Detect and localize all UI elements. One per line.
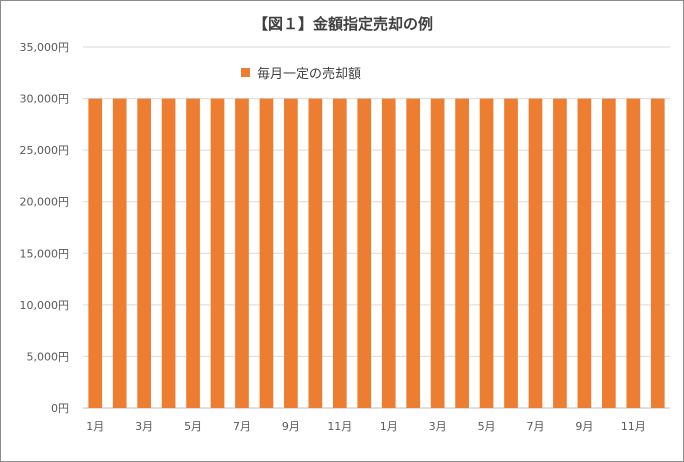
legend: 毎月一定の売却額 bbox=[241, 63, 362, 82]
x-tick-label: 5月 bbox=[184, 420, 202, 433]
bar bbox=[259, 98, 274, 409]
x-tick-label: 9月 bbox=[282, 420, 300, 433]
bar bbox=[650, 98, 665, 409]
x-tick-label: 1月 bbox=[86, 420, 104, 433]
bar bbox=[357, 98, 372, 409]
y-tick-label: 20,000円 bbox=[20, 196, 70, 209]
x-tick-label: 5月 bbox=[478, 420, 496, 433]
bar bbox=[406, 98, 421, 409]
x-tick-label: 9月 bbox=[575, 420, 593, 433]
y-tick-label: 10,000円 bbox=[20, 299, 70, 312]
bar bbox=[602, 98, 616, 409]
x-tick-label: 1月 bbox=[380, 420, 398, 433]
bar bbox=[112, 98, 127, 409]
x-tick-label: 7月 bbox=[526, 420, 544, 433]
y-tick-label: 0円 bbox=[51, 402, 69, 415]
x-tick-label: 3月 bbox=[429, 420, 447, 433]
bar bbox=[577, 98, 592, 409]
y-tick-label: 5,000円 bbox=[27, 350, 70, 363]
bar bbox=[528, 98, 543, 409]
y-tick-label: 35,000円 bbox=[20, 41, 70, 54]
x-tick-label: 3月 bbox=[135, 420, 153, 433]
legend-swatch bbox=[241, 67, 250, 77]
bar bbox=[186, 98, 200, 409]
bar bbox=[88, 98, 103, 409]
x-tick-label: 11月 bbox=[621, 420, 646, 433]
bar bbox=[210, 98, 225, 409]
bar bbox=[430, 98, 445, 409]
bar bbox=[553, 98, 567, 409]
bar bbox=[332, 98, 347, 409]
bar bbox=[626, 98, 641, 409]
bar bbox=[381, 98, 396, 409]
bar bbox=[479, 98, 494, 409]
x-tick-label: 11月 bbox=[327, 420, 352, 433]
bar bbox=[284, 98, 298, 409]
chart-title: 【図１】金額指定売却の例 bbox=[252, 15, 433, 33]
legend-label: 毎月一定の売却額 bbox=[257, 66, 362, 82]
y-tick-label: 30,000円 bbox=[20, 93, 70, 106]
y-tick-label: 25,000円 bbox=[20, 144, 70, 157]
x-tick-label: 7月 bbox=[233, 420, 251, 433]
bar bbox=[235, 98, 249, 409]
bar bbox=[161, 98, 176, 409]
bar bbox=[308, 98, 323, 409]
bar bbox=[504, 98, 518, 409]
y-tick-label: 15,000円 bbox=[20, 247, 70, 260]
bar bbox=[455, 98, 469, 409]
bar bbox=[137, 98, 151, 409]
